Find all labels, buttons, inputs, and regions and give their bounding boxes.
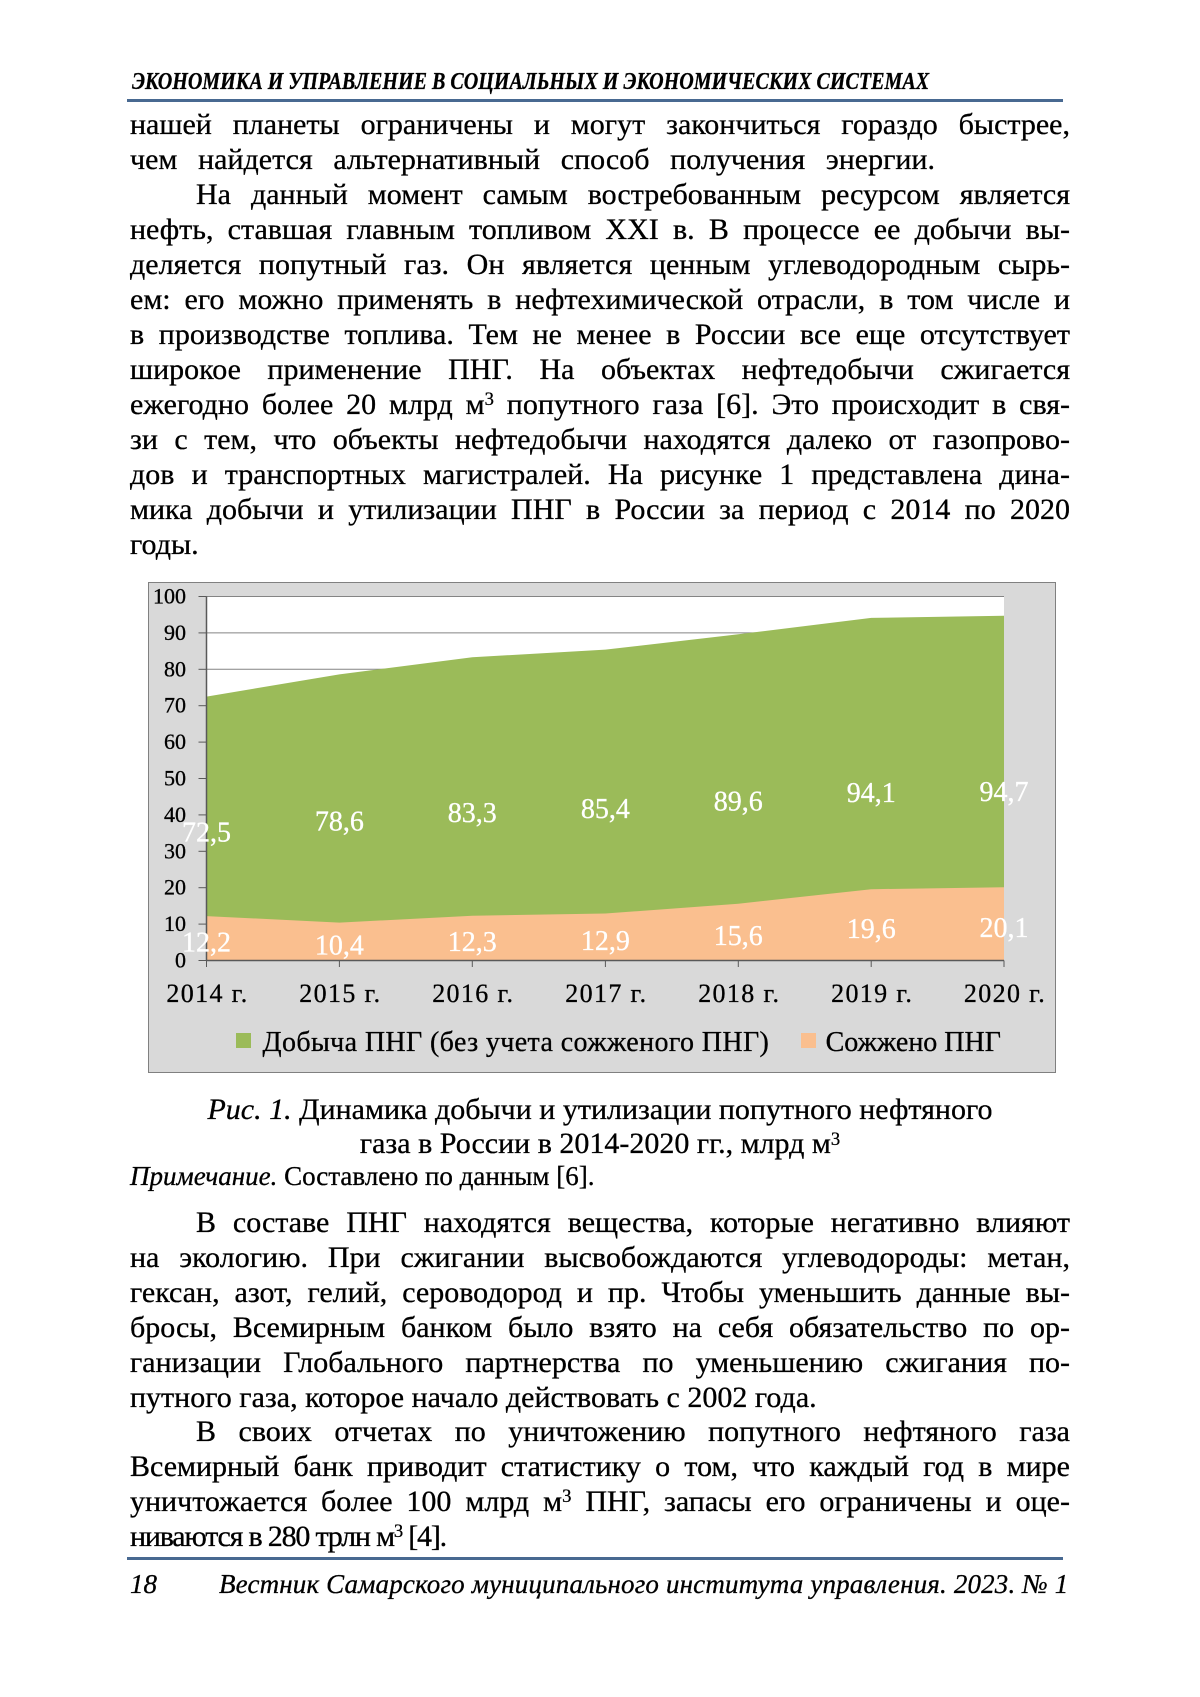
- svg-text:100: 100: [153, 584, 186, 609]
- svg-text:2020 г.: 2020 г.: [964, 979, 1046, 1008]
- svg-text:2018 г.: 2018 г.: [698, 979, 780, 1008]
- svg-text:12,2: 12,2: [182, 927, 231, 958]
- svg-text:70: 70: [164, 693, 186, 718]
- svg-text:90: 90: [164, 620, 186, 645]
- svg-text:12,9: 12,9: [581, 926, 630, 957]
- svg-text:83,3: 83,3: [448, 798, 497, 829]
- svg-text:2019 г.: 2019 г.: [831, 979, 913, 1008]
- svg-text:85,4: 85,4: [581, 794, 630, 825]
- svg-text:12,3: 12,3: [448, 927, 497, 958]
- svg-text:20: 20: [164, 875, 186, 900]
- svg-text:2017 г.: 2017 г.: [565, 979, 647, 1008]
- svg-text:10,4: 10,4: [315, 931, 364, 962]
- svg-text:10: 10: [164, 911, 186, 936]
- svg-text:19,6: 19,6: [847, 914, 896, 945]
- svg-text:2016 г.: 2016 г.: [432, 979, 514, 1008]
- svg-text:30: 30: [164, 838, 186, 863]
- svg-text:40: 40: [164, 802, 186, 827]
- svg-text:89,6: 89,6: [714, 786, 763, 817]
- svg-text:2014 г.: 2014 г.: [166, 979, 248, 1008]
- svg-text:15,6: 15,6: [714, 921, 763, 952]
- svg-text:50: 50: [164, 766, 186, 791]
- svg-text:78,6: 78,6: [315, 807, 364, 838]
- svg-text:Сожжено ПНГ: Сожжено ПНГ: [826, 1027, 1001, 1058]
- svg-text:2015 г.: 2015 г.: [299, 979, 381, 1008]
- svg-text:94,7: 94,7: [980, 777, 1029, 808]
- svg-text:80: 80: [164, 656, 186, 681]
- svg-text:60: 60: [164, 729, 186, 754]
- svg-text:20,1: 20,1: [980, 913, 1029, 944]
- svg-text:0: 0: [175, 948, 186, 973]
- svg-text:94,1: 94,1: [847, 778, 896, 809]
- svg-text:72,5: 72,5: [182, 818, 231, 849]
- svg-text:Добыча ПНГ (без учета сожженог: Добыча ПНГ (без учета сожженого ПНГ): [263, 1027, 770, 1058]
